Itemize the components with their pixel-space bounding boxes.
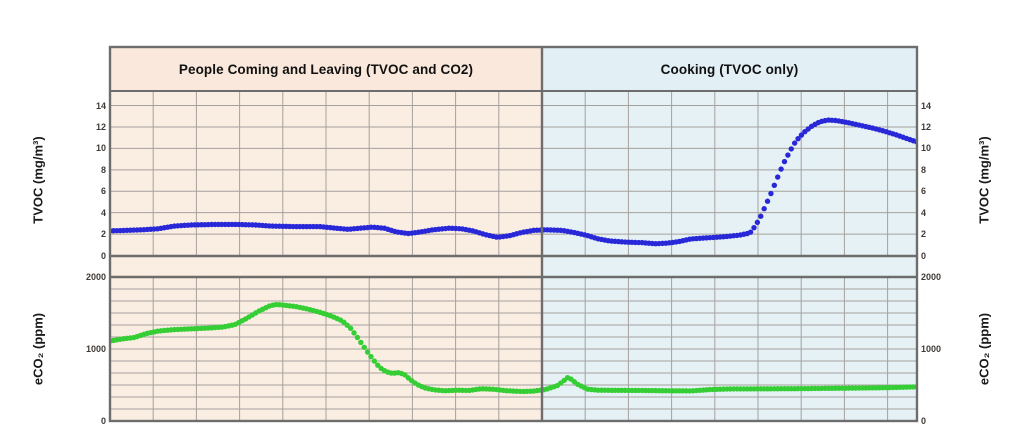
eco2-series-marker bbox=[347, 325, 354, 332]
tvoc-series-marker bbox=[754, 219, 761, 226]
header-bg-right bbox=[542, 47, 917, 91]
eco2-tick-left: 0 bbox=[100, 416, 106, 426]
eco2-series-marker bbox=[371, 358, 378, 364]
tvoc-series-marker bbox=[771, 182, 778, 189]
tvoc-series-marker bbox=[764, 198, 771, 204]
eco2-tick-right: 2000 bbox=[921, 272, 942, 282]
tvoc-tick-right: 10 bbox=[921, 143, 932, 154]
tvoc-series-marker bbox=[751, 224, 757, 231]
borders bbox=[108, 45, 919, 423]
tvoc-axis-label-left: TVOC (mg/m³) bbox=[30, 136, 46, 224]
eco2-series-marker bbox=[351, 330, 357, 336]
eco2-series-marker bbox=[364, 349, 371, 355]
header-bg-left bbox=[110, 47, 542, 91]
tvoc-tick-left: 10 bbox=[95, 143, 106, 154]
outer-border bbox=[108, 45, 919, 423]
tvoc-series-marker bbox=[795, 135, 801, 142]
eco2-tick-left: 1000 bbox=[85, 344, 106, 354]
tvoc-tick-right: 0 bbox=[921, 250, 927, 261]
eco2-tick-right: 0 bbox=[921, 416, 927, 426]
tvoc-series-marker bbox=[778, 166, 784, 172]
tvoc-tick-left: 0 bbox=[100, 250, 106, 261]
eco2-axis-label-left: eCO₂ (ppm) bbox=[30, 312, 46, 386]
tvoc-tick-left: 4 bbox=[100, 207, 106, 218]
tvoc-tick-left: 12 bbox=[95, 121, 106, 132]
tvoc-series-marker bbox=[761, 206, 767, 212]
tvoc-series-marker bbox=[781, 158, 788, 165]
region-title-people: People Coming and Leaving (TVOC and CO2) bbox=[178, 61, 474, 77]
tvoc-tick-left: 2 bbox=[100, 229, 106, 240]
tvoc-series bbox=[110, 117, 917, 247]
tvoc-tick-left: 6 bbox=[100, 186, 106, 197]
eco2-tick-left: 2000 bbox=[85, 272, 106, 282]
tvoc-series-marker bbox=[788, 146, 794, 152]
eco2-tick-right: 1000 bbox=[921, 344, 942, 354]
tvoc-tick-right: 4 bbox=[921, 207, 927, 218]
tvoc-tick-right: 2 bbox=[921, 229, 927, 240]
tvoc-tick-right: 8 bbox=[921, 164, 927, 175]
tvoc-tick-right: 6 bbox=[921, 186, 927, 197]
tvoc-series-marker bbox=[775, 174, 781, 180]
eco2-axis-label-right: eCO₂ (ppm) bbox=[976, 312, 992, 386]
tvoc-series-marker bbox=[747, 229, 754, 235]
tvoc-tick-left: 8 bbox=[100, 164, 106, 175]
eco2-series-marker bbox=[354, 334, 361, 341]
tvoc-tick-right: 12 bbox=[921, 121, 932, 132]
tvoc-series-marker bbox=[798, 132, 805, 138]
eco2-series bbox=[110, 301, 917, 395]
eco2-series-marker bbox=[368, 353, 374, 360]
tvoc-tick-right: 14 bbox=[921, 100, 932, 111]
region-title-cooking: Cooking (TVOC only) bbox=[660, 61, 799, 77]
eco2-series-marker bbox=[375, 362, 381, 368]
tvoc-series-marker bbox=[758, 213, 764, 219]
eco2-series-marker bbox=[358, 339, 364, 346]
tvoc-tick-left: 14 bbox=[95, 100, 106, 111]
tvoc-series-marker bbox=[785, 152, 791, 158]
tvoc-series-marker bbox=[768, 190, 774, 197]
tvoc-series-marker bbox=[791, 140, 798, 146]
tvoc-axis-label-right: TVOC (mg/m³) bbox=[976, 136, 992, 224]
eco2-series-marker bbox=[361, 344, 367, 351]
